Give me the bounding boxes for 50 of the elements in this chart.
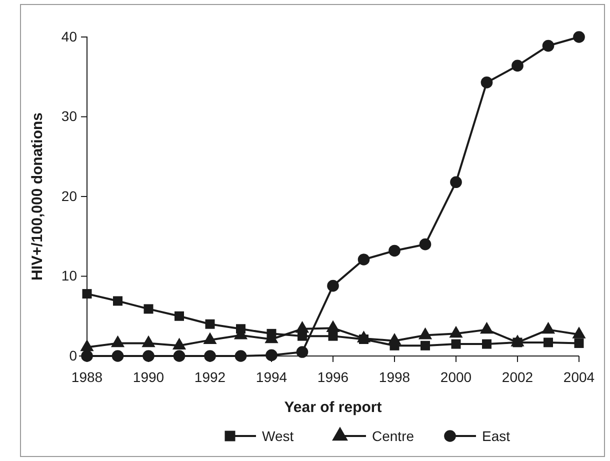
point [450,176,462,188]
point [574,338,584,348]
legend-label: West [262,428,294,444]
x-tick-label: 2004 [563,368,595,385]
point [298,331,307,341]
x-tick-label: 1988 [71,368,103,385]
point [573,31,585,43]
y-tick-label: 30 [61,108,78,124]
point [420,340,430,350]
y-tick-label: 10 [61,268,78,284]
point [544,338,553,348]
point [204,350,216,362]
point [234,350,247,362]
point [480,76,493,88]
point [112,350,124,362]
point [358,254,370,266]
point [451,339,461,349]
point [419,238,432,250]
point [327,280,339,292]
x-tick-label: 2002 [502,368,534,385]
point [328,331,338,341]
x-tick-label: 1994 [256,368,288,385]
x-tick-label: 1992 [194,368,226,385]
point [82,289,92,299]
point [482,339,492,349]
x-tick-label: 1998 [378,368,410,385]
point [542,40,554,52]
point [173,350,186,362]
legend-label: East [482,428,510,444]
point [144,304,154,314]
point [113,296,122,306]
point [174,311,184,321]
y-axis-title: HIV+/100,000 donations [29,112,46,280]
point [512,60,524,72]
y-tick-label: 40 [61,28,78,44]
point [388,244,400,257]
point [205,319,215,329]
point [296,346,308,358]
x-tick-label: 1990 [132,368,164,385]
x-tick-label: 2000 [440,368,472,385]
point [142,350,154,362]
point [266,328,276,338]
y-tick-label: 0 [69,347,78,364]
point [266,349,278,362]
x-axis-title: Year of report [284,399,382,416]
legend-label: Centre [372,428,414,444]
y-tick-label: 20 [61,188,78,204]
point [236,324,246,334]
point [390,340,400,350]
x-tick-label: 1996 [317,368,349,385]
